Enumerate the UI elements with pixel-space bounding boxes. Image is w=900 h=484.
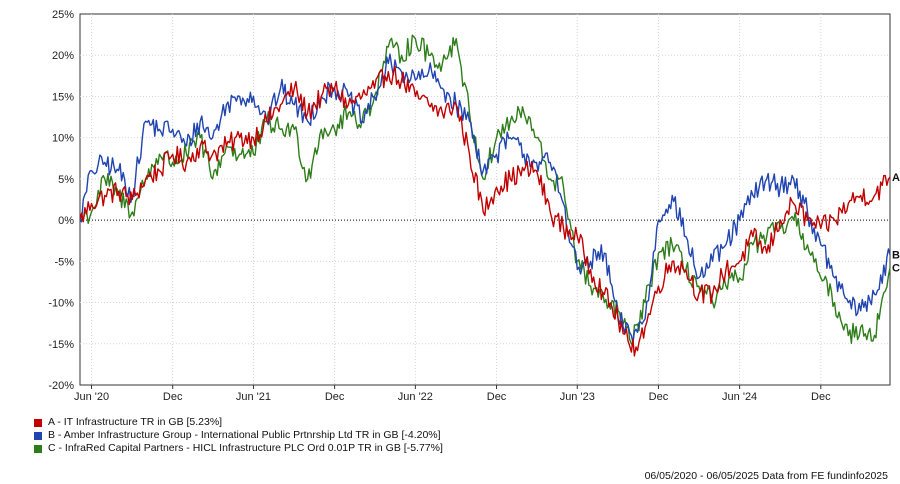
date-range-footer: 06/05/2020 - 06/05/2025 Data from FE fun… [644, 470, 888, 482]
legend-label-c: C - InfraRed Capital Partners - HICL Inf… [48, 442, 443, 454]
line-chart: 25% 20% 15% 10% 5% 0% -5% -10% -15% -20% Jun '20 D… [48, 9, 900, 403]
legend-label-a: A - IT Infrastructure TR in GB [5.23%] [48, 416, 223, 428]
y-tick-label: 20% [52, 50, 74, 62]
y-axis: 25% 20% 15% 10% 5% 0% -5% -10% -15% -20% [48, 9, 74, 392]
legend-swatch-b [34, 431, 42, 440]
y-tick-label: 0% [58, 215, 74, 227]
x-tick-label: Jun '24 [722, 391, 757, 403]
grid [79, 13, 891, 386]
y-tick-label: 10% [52, 133, 74, 145]
y-tick-label: -20% [48, 380, 74, 392]
y-tick-label: 5% [58, 174, 74, 186]
end-labels: CB A [892, 172, 900, 275]
plot-frame [79, 13, 891, 386]
legend-swatch-c [34, 444, 42, 453]
y-tick-label: -5% [54, 256, 74, 268]
x-tick-label: Dec [811, 391, 831, 403]
y-tick-label: -15% [48, 339, 74, 351]
series-line-b [79, 53, 891, 344]
series [79, 34, 891, 357]
x-tick-label: Jun '21 [236, 391, 271, 403]
x-axis: Jun '20 Dec Jun '21 Dec Jun '22 Dec Jun '23 Dec… [74, 385, 831, 403]
y-tick-label: 15% [52, 91, 74, 103]
x-tick-label: Jun '22 [398, 391, 433, 403]
x-tick-label: Dec [649, 391, 669, 403]
legend-item-b: B - Amber Infrastructure Group - Interna… [34, 429, 443, 442]
legend: A - IT Infrastructure TR in GB [5.23%] B… [34, 416, 443, 455]
series-line-c [79, 34, 891, 347]
x-tick-label: Dec [163, 391, 183, 403]
legend-item-c: C - InfraRed Capital Partners - HICL Inf… [34, 442, 443, 455]
legend-label-b: B - Amber Infrastructure Group - Interna… [48, 429, 441, 441]
series-end-label-c: C [892, 263, 900, 275]
x-tick-label: Dec [487, 391, 507, 403]
y-tick-label: -10% [48, 298, 74, 310]
series-end-label-b: B [892, 250, 900, 262]
y-tick-label: 25% [52, 9, 74, 21]
x-tick-label: Jun '20 [74, 391, 109, 403]
legend-swatch-a [34, 418, 42, 427]
x-tick-label: Dec [325, 391, 345, 403]
legend-item-a: A - IT Infrastructure TR in GB [5.23%] [34, 416, 443, 429]
series-end-label-a: A [892, 172, 900, 184]
x-tick-label: Jun '23 [560, 391, 595, 403]
series-line-a [79, 65, 891, 357]
